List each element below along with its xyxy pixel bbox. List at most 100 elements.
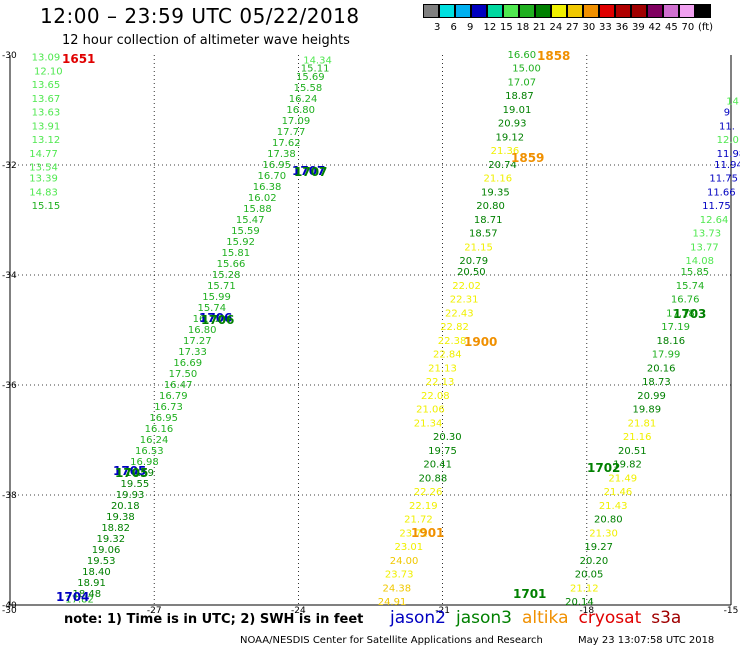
data-point-label: 15.28 (212, 270, 241, 281)
data-point-label: 13.39 (29, 174, 58, 185)
data-point-label: 15.88 (243, 204, 272, 215)
data-point-label: 15.47 (236, 215, 265, 226)
data-point-label: 20.74 (488, 160, 517, 171)
legend-s3a: s3a (651, 608, 682, 628)
data-point-label: 16.79 (159, 391, 188, 402)
scale-label: 24 (549, 22, 563, 33)
data-point-label: 16.98 (130, 457, 159, 468)
data-point-label: 20.93 (498, 119, 527, 130)
x-tick-label: -21 (435, 606, 450, 616)
scale-swatch (551, 4, 567, 18)
scale-label: 3 (434, 22, 441, 33)
data-point-label: 21.34 (414, 418, 443, 429)
data-point-label: 17.19 (661, 322, 690, 333)
data-point-label: 17.38 (267, 149, 296, 160)
data-point-label: 22.82 (440, 322, 469, 333)
y-tick-label: -30 (2, 51, 17, 61)
pass-time-label: 1701 (513, 587, 546, 601)
data-point-label: 18.40 (82, 567, 111, 578)
data-point-label: 24.91 (378, 597, 407, 608)
scale-swatch (583, 4, 599, 18)
data-point-label: 21.36 (491, 146, 520, 157)
data-point-label: 17.77 (277, 127, 306, 138)
footnote: note: 1) Time is in UTC; 2) SWH is in fe… (64, 612, 364, 627)
data-point-label: 20.20 (580, 556, 609, 567)
data-point-label: 19.06 (92, 545, 121, 556)
data-point-label: 16.95 (262, 160, 291, 171)
x-tick-label: -24 (291, 606, 306, 616)
data-point-label: 19.27 (584, 542, 613, 553)
data-point-label: 20.14 (565, 597, 594, 608)
axis-ticks: -27 -24 -21 -18 -15-30-32-34-36-38-40-30 (2, 51, 738, 616)
data-point-label: 18.73 (642, 377, 671, 388)
data-point-label: 21.16 (623, 432, 652, 443)
scale-swatch (439, 4, 455, 18)
pass-time-label: 1901 (411, 526, 444, 540)
data-point-label: 16.47 (164, 380, 193, 391)
y-tick-label: -32 (2, 161, 17, 171)
legend-altika: altika (522, 608, 569, 628)
data-point-label: 21.15 (464, 242, 493, 253)
data-point-label: 15.99 (202, 292, 231, 303)
pass-time-label: 1706 (199, 311, 232, 325)
scale-label: 36 (615, 22, 629, 33)
data-point-label: 13.54 (29, 163, 58, 174)
credit-text: NOAA/NESDIS Center for Satellite Applica… (240, 635, 543, 646)
scale-swatch (567, 4, 583, 18)
data-point-label: 20.80 (476, 201, 505, 212)
x-tick-label: -18 (579, 606, 594, 616)
legend-jason2: jason2 (390, 608, 446, 628)
scale-label: 70 (681, 22, 695, 33)
data-point-label: 13.09 (32, 53, 61, 64)
data-point-label: 16.69 (173, 358, 202, 369)
scale-swatch (679, 4, 695, 18)
data-points: 13.09 12.10 13.65 13.67 13.63 13.91 13.12 14.77… (29, 50, 740, 608)
pass-time-label: 1702 (587, 461, 620, 475)
scale-label: 33 (599, 22, 612, 33)
data-point-label: 15.74 (197, 303, 226, 314)
data-point-label: 14.77 (29, 149, 58, 160)
data-point-label: 15.58 (294, 83, 323, 94)
scale-swatch (487, 4, 503, 18)
data-point-label: 19.53 (87, 556, 116, 567)
data-point-label: 15.69 (296, 72, 325, 83)
data-point-label: 12.10 (34, 66, 63, 77)
data-point-label: 18.16 (656, 336, 685, 347)
data-point-label: 18.91 (77, 578, 106, 589)
data-point-label: 21.16 (483, 174, 512, 185)
data-point-label: 21.43 (599, 501, 628, 512)
page-title: 12:00 – 23:59 UTC 05/22/2018 (40, 4, 360, 28)
data-point-label: 20.99 (637, 391, 666, 402)
data-point-label: 12.0 (717, 135, 739, 146)
grid (9, 55, 732, 606)
pass-time-label: 1707 (294, 165, 327, 179)
data-point-label: 22.26 (414, 487, 443, 498)
pass-time-label: 1706 (201, 313, 234, 327)
scale-label: 42 (648, 22, 662, 33)
y-tick-label: -34 (2, 271, 17, 281)
data-point-label: 13.67 (32, 94, 61, 105)
scale-swatch (535, 4, 551, 18)
data-point-label: 21.12 (570, 583, 599, 594)
data-point-label: 18.71 (474, 215, 503, 226)
data-point-label: 11. (719, 121, 735, 132)
data-point-label: 17.18 (666, 308, 695, 319)
data-point-label: 15.92 (226, 237, 255, 248)
pass-time-label: 1651 (62, 52, 95, 66)
scale-swatch (695, 4, 711, 18)
data-point-label: 22.13 (426, 377, 455, 388)
data-point-label: 20.88 (419, 473, 448, 484)
data-point-label: 13.77 (690, 242, 719, 253)
data-point-label: 20.79 (459, 256, 488, 267)
data-point-label: 18.59 (125, 468, 154, 479)
data-point-label: 15.71 (207, 281, 236, 292)
scale-label: 18 (516, 22, 530, 33)
data-point-label: 13.63 (32, 108, 61, 119)
data-point-label: 21.72 (404, 515, 433, 526)
data-point-label: 20.51 (618, 446, 647, 457)
x-tick-label: -15 (724, 606, 739, 616)
data-point-label: 15.81 (221, 248, 250, 259)
satellite-legend: jason2 jason3 altika cryosat s3a (390, 608, 691, 628)
data-point-label: 13.73 (693, 229, 722, 240)
data-point-label: 19.01 (503, 105, 532, 116)
